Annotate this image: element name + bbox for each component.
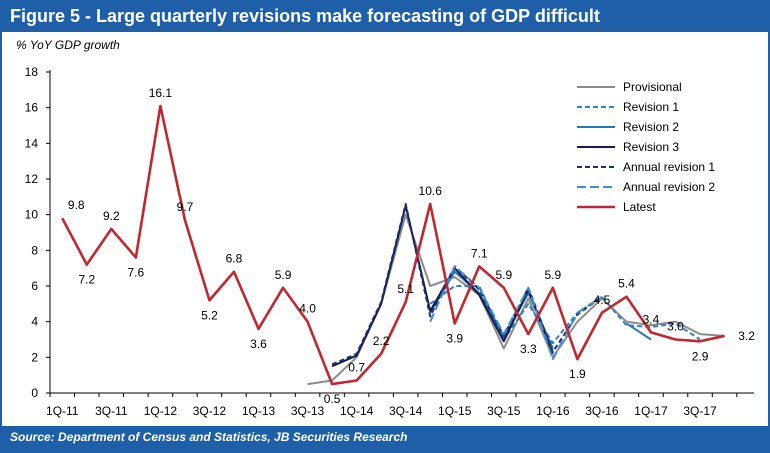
title-bar: Figure 5 - Large quarterly revisions mak… [2, 2, 768, 32]
data-label: 6.8 [226, 252, 243, 266]
legend: Provisional Revision 1 Revision 2 Revision … [577, 80, 715, 214]
data-label: 3.4 [643, 312, 660, 326]
chart-title: Figure 5 - Large quarterly revisions mak… [10, 6, 600, 26]
y-tick-label: 12 [25, 172, 39, 186]
y-tick-label: 18 [25, 65, 39, 79]
data-label: 9.2 [103, 209, 120, 223]
data-label: 4.5 [594, 293, 611, 307]
y-tick-label: 4 [31, 315, 38, 329]
x-tick-label: 3Q-15 [487, 404, 521, 418]
data-label: 7.2 [78, 273, 95, 287]
legend-entry: Annual revision 1 [623, 160, 715, 174]
legend-entry: Latest [623, 200, 656, 214]
x-tick-label: 1Q-15 [438, 404, 472, 418]
legend-entry: Revision 2 [623, 120, 679, 134]
data-label: 5.9 [495, 268, 512, 282]
axes: 0 2 4 6 8 10 12 14 16 18 1Q-11 3Q-11 1Q-12 3Q-12 1Q-13… [25, 65, 754, 418]
data-labels: 9.8 7.2 9.2 7.6 16.1 9.7 5.2 6.8 3.6 5.9 4.0 0.5 0.7… [68, 86, 755, 406]
y-tick-label: 0 [31, 386, 38, 400]
y-tick-label: 6 [31, 279, 38, 293]
legend-entry: Revision 1 [623, 100, 679, 114]
data-label: 2.9 [692, 349, 709, 363]
x-tick-label: 1Q-13 [242, 404, 276, 418]
y-tick-label: 14 [25, 136, 39, 150]
x-tick-label: 3Q-13 [291, 404, 325, 418]
data-label: 3.2 [738, 329, 755, 343]
data-label: 5.9 [275, 268, 292, 282]
x-tick-label: 3Q-12 [193, 404, 227, 418]
x-tick-label: 3Q-11 [95, 404, 128, 418]
data-label: 1.9 [569, 367, 586, 381]
y-axis-label: % YoY GDP growth [16, 38, 120, 52]
series-lines [61, 104, 725, 386]
x-tick-label: 3Q-16 [585, 404, 619, 418]
source-bar: Source: Department of Census and Statist… [2, 426, 768, 451]
gdp-line-chart: 0 2 4 6 8 10 12 14 16 18 1Q-11 3Q-11 1Q-12 3Q-12 1Q-13… [25, 65, 756, 418]
data-label: 5.9 [545, 268, 562, 282]
data-label: 3.0 [667, 320, 684, 334]
y-tick-label: 10 [25, 208, 39, 222]
data-label: 0.7 [348, 361, 365, 375]
series-line-provisional [307, 213, 725, 386]
data-label: 7.6 [128, 265, 145, 279]
data-label: 0.5 [324, 392, 341, 406]
data-label: 9.8 [68, 198, 85, 212]
y-tick-label: 2 [31, 350, 38, 364]
x-tick-label: 1Q-11 [46, 404, 79, 418]
x-tick-label: 1Q-17 [634, 404, 668, 418]
data-label: 5.2 [201, 308, 218, 322]
y-tick-label: 8 [31, 243, 38, 257]
data-label: 5.4 [618, 277, 635, 291]
data-label: 5.1 [397, 282, 414, 296]
series-line-latest [61, 104, 725, 386]
data-label: 9.7 [177, 200, 194, 214]
x-tick-label: 3Q-17 [683, 404, 717, 418]
series-line-annual-revision-1 [331, 202, 603, 366]
x-tick-label: 3Q-14 [389, 404, 423, 418]
x-tick-label: 1Q-12 [144, 404, 178, 418]
source-note: Source: Department of Census and Statist… [10, 430, 408, 444]
legend-entry: Annual revision 2 [623, 180, 715, 194]
data-label: 2.2 [373, 334, 390, 348]
x-tick-label: 1Q-16 [536, 404, 570, 418]
y-tick-label: 16 [25, 101, 39, 115]
legend-entry: Revision 3 [623, 140, 679, 154]
series-line-revision-2 [625, 322, 652, 341]
data-label: 10.6 [419, 184, 443, 198]
data-label: 4.0 [299, 302, 316, 316]
data-label: 3.9 [446, 331, 463, 345]
data-label: 16.1 [149, 86, 173, 100]
legend-entry: Provisional [623, 80, 682, 94]
data-label: 3.3 [520, 342, 537, 356]
x-tick-label: 1Q-14 [340, 404, 374, 418]
data-label: 3.6 [250, 337, 267, 351]
data-label: 7.1 [471, 246, 488, 260]
